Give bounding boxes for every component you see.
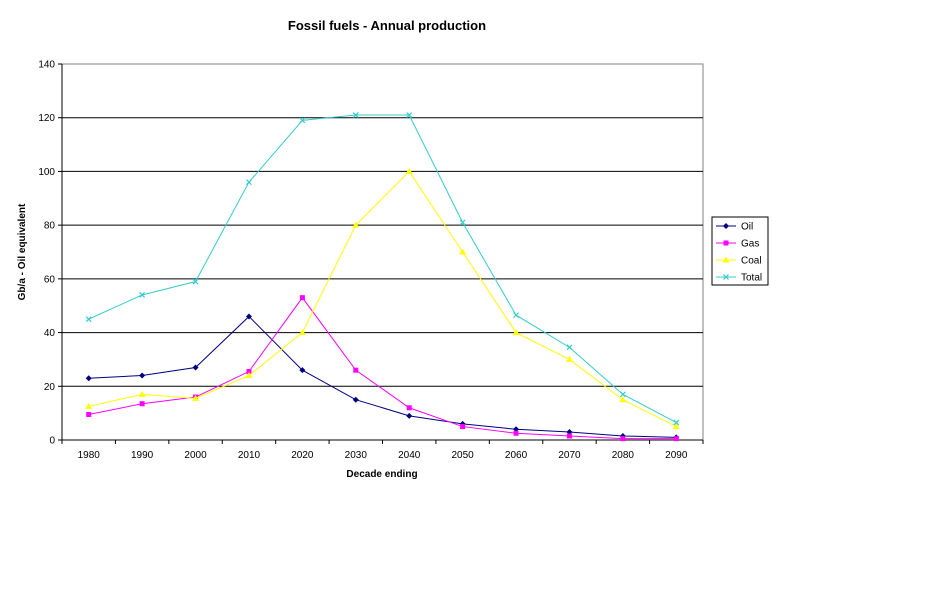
legend-label-gas: Gas [741, 239, 759, 250]
y-tick-label: 20 [44, 382, 56, 393]
legend-marker-gas [723, 240, 729, 246]
y-tick-label: 40 [44, 328, 56, 339]
x-tick-label: 2060 [505, 450, 528, 461]
series-coal [85, 167, 680, 430]
legend-label-coal: Coal [741, 256, 762, 267]
data-point-gas [246, 369, 252, 375]
legend-label-oil: Oil [741, 222, 753, 233]
legend-marker-oil [723, 223, 729, 229]
legend-marker-coal [722, 256, 730, 263]
data-point-coal [192, 394, 200, 401]
series-line-oil [88, 315, 677, 438]
legend-box [711, 216, 769, 286]
data-point-coal [352, 221, 360, 228]
data-point-gas [460, 424, 466, 430]
x-tick-label: 2080 [612, 450, 635, 461]
data-point-oil [566, 428, 573, 435]
data-point-total [513, 312, 519, 319]
data-point-gas [353, 367, 359, 373]
data-point-total [299, 117, 306, 124]
data-point-coal [405, 167, 413, 174]
data-point-oil [192, 364, 199, 371]
data-point-total [192, 278, 199, 285]
data-point-gas [406, 405, 412, 411]
data-point-gas [566, 433, 572, 439]
data-point-gas [620, 436, 626, 442]
legend: Oil Gas Coal Total [711, 216, 769, 286]
data-point-total [139, 292, 146, 298]
gridlines [62, 117, 703, 387]
x-tick-label: 2070 [558, 450, 581, 461]
data-point-total [619, 391, 626, 398]
legend-item-coal: Coal [716, 256, 762, 267]
y-tick-label: 140 [38, 60, 55, 71]
y-axis-ticks: 0 20 40 60 80 100 120 140 [38, 60, 62, 447]
data-point-coal [85, 402, 93, 409]
series-total [85, 112, 680, 426]
plot-frame [61, 63, 704, 441]
data-point-oil [513, 426, 520, 433]
series-group [85, 112, 680, 442]
legend-item-oil: Oil [716, 222, 753, 233]
data-point-gas [299, 295, 305, 301]
series-line-coal [88, 170, 677, 428]
data-point-coal [298, 329, 306, 336]
data-point-coal [138, 390, 146, 397]
data-point-coal [672, 423, 680, 430]
x-axis-title: Decade ending [346, 469, 417, 480]
data-point-total [673, 419, 680, 426]
data-point-coal [459, 248, 467, 255]
data-point-gas [513, 430, 519, 436]
x-tick-label: 2030 [345, 450, 368, 461]
x-tick-label: 2050 [452, 450, 475, 461]
x-tick-label: 2040 [398, 450, 421, 461]
x-tick-label: 1980 [78, 450, 101, 461]
x-tick-label: 2090 [665, 450, 688, 461]
y-tick-label: 60 [44, 274, 56, 285]
x-tick-label: 1990 [131, 450, 154, 461]
data-point-total [85, 316, 92, 323]
data-point-total [459, 219, 466, 226]
data-point-gas [673, 436, 679, 442]
legend-item-total: Total [716, 273, 762, 284]
x-axis-ticks: 1980 1990 2000 2010 2020 2030 2040 2050 2060 2070… [61, 440, 704, 461]
series-oil [85, 313, 680, 441]
plot-area [61, 63, 704, 441]
data-point-oil [352, 396, 359, 403]
data-point-total [406, 112, 413, 118]
series-line-total [88, 114, 677, 423]
legend-item-gas: Gas [716, 239, 759, 250]
chart-title: Fossil fuels - Annual production [288, 18, 486, 33]
data-point-coal [619, 396, 627, 403]
data-point-oil [139, 372, 146, 379]
data-point-gas [86, 411, 92, 417]
data-point-total [566, 344, 573, 351]
x-tick-label: 2020 [291, 450, 314, 461]
x-tick-label: 2010 [238, 450, 261, 461]
data-point-total [352, 112, 359, 118]
data-point-coal [565, 355, 573, 362]
data-point-oil [245, 313, 252, 320]
data-point-oil [85, 375, 92, 382]
legend-label-total: Total [741, 273, 762, 284]
data-point-coal [512, 329, 520, 336]
y-tick-label: 0 [49, 436, 55, 447]
data-point-coal [245, 372, 253, 379]
y-axis-title: Gb/a - Oil equivalent [17, 203, 28, 300]
data-point-oil [299, 367, 306, 374]
y-tick-label: 80 [44, 221, 56, 232]
data-point-oil [406, 412, 413, 419]
y-tick-label: 120 [38, 113, 55, 124]
y-tick-label: 100 [38, 167, 55, 178]
data-point-gas [139, 401, 145, 407]
legend-marker-total [723, 274, 729, 280]
x-tick-label: 2000 [184, 450, 207, 461]
data-point-total [246, 179, 252, 186]
